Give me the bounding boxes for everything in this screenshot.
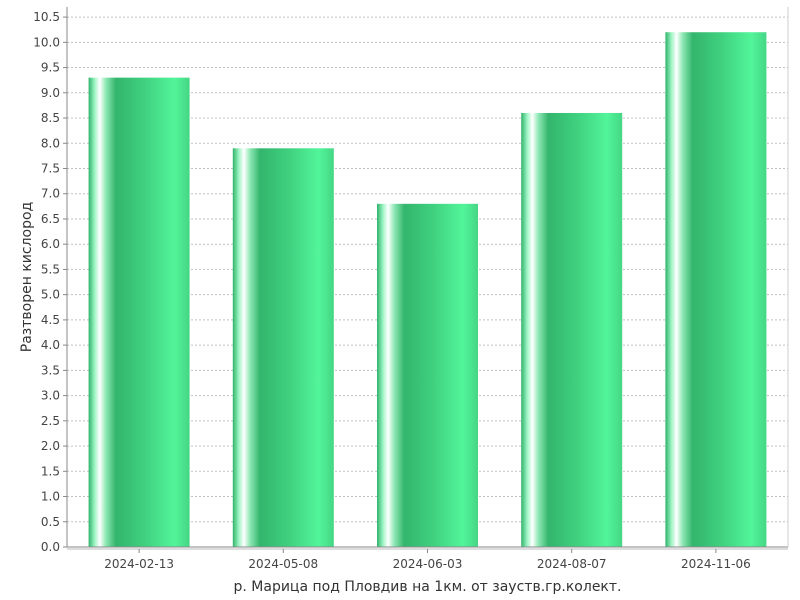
y-tick-label: 8.0 [41, 136, 60, 150]
y-tick-label: 4.5 [41, 313, 60, 327]
y-tick-label: 3.0 [41, 389, 60, 403]
x-tick-label: 2024-05-08 [248, 557, 318, 571]
bar [377, 203, 478, 547]
y-tick-label: 1.5 [41, 464, 60, 478]
y-tick-label: 8.5 [41, 111, 60, 125]
x-tick-labels: 2024-02-13 2024-05-08 2024-06-03 2024-08-07… [104, 549, 751, 571]
y-axis-title: Разтворен кислород [19, 202, 35, 352]
y-tick-label: 0.0 [41, 540, 60, 554]
y-tick-label: 9.0 [41, 86, 60, 100]
bars [88, 32, 767, 548]
y-tick-label: 4.0 [41, 338, 60, 352]
y-tick-labels: 0.0 0.5 1.0 1.5 2.0 2.5 3.0 3.5 4.0 4.5 5.0 5.5 6.0 6… [33, 10, 60, 554]
bar [232, 148, 334, 547]
y-tick-label: 7.5 [41, 161, 60, 175]
y-tick-label: 5.0 [41, 288, 60, 302]
y-tick-label: 7.0 [41, 187, 60, 201]
x-axis-title: р. Марица под Пловдив на 1км. от зауств.… [234, 579, 622, 595]
y-tick-label: 2.5 [41, 414, 60, 428]
y-tick-label: 10.0 [33, 35, 60, 49]
y-tick-label: 6.0 [41, 237, 60, 251]
plot-area [63, 7, 789, 550]
x-tick-label: 2024-11-06 [681, 557, 751, 571]
y-tick-label: 0.5 [41, 515, 60, 529]
y-tick-label: 3.5 [41, 363, 60, 377]
y-tick-label: 10.5 [33, 10, 60, 24]
y-tick-label: 9.5 [41, 61, 60, 75]
x-tick-label: 2024-06-03 [393, 557, 463, 571]
y-tick-label: 2.0 [41, 439, 60, 453]
bar [88, 77, 190, 547]
bar [521, 112, 623, 547]
y-tick-label: 6.5 [41, 212, 60, 226]
x-tick-label: 2024-02-13 [104, 557, 174, 571]
y-tick-label: 5.5 [41, 262, 60, 276]
y-tick-label: 1.0 [41, 490, 60, 504]
x-tick-label: 2024-08-07 [537, 557, 607, 571]
bar [665, 32, 767, 548]
